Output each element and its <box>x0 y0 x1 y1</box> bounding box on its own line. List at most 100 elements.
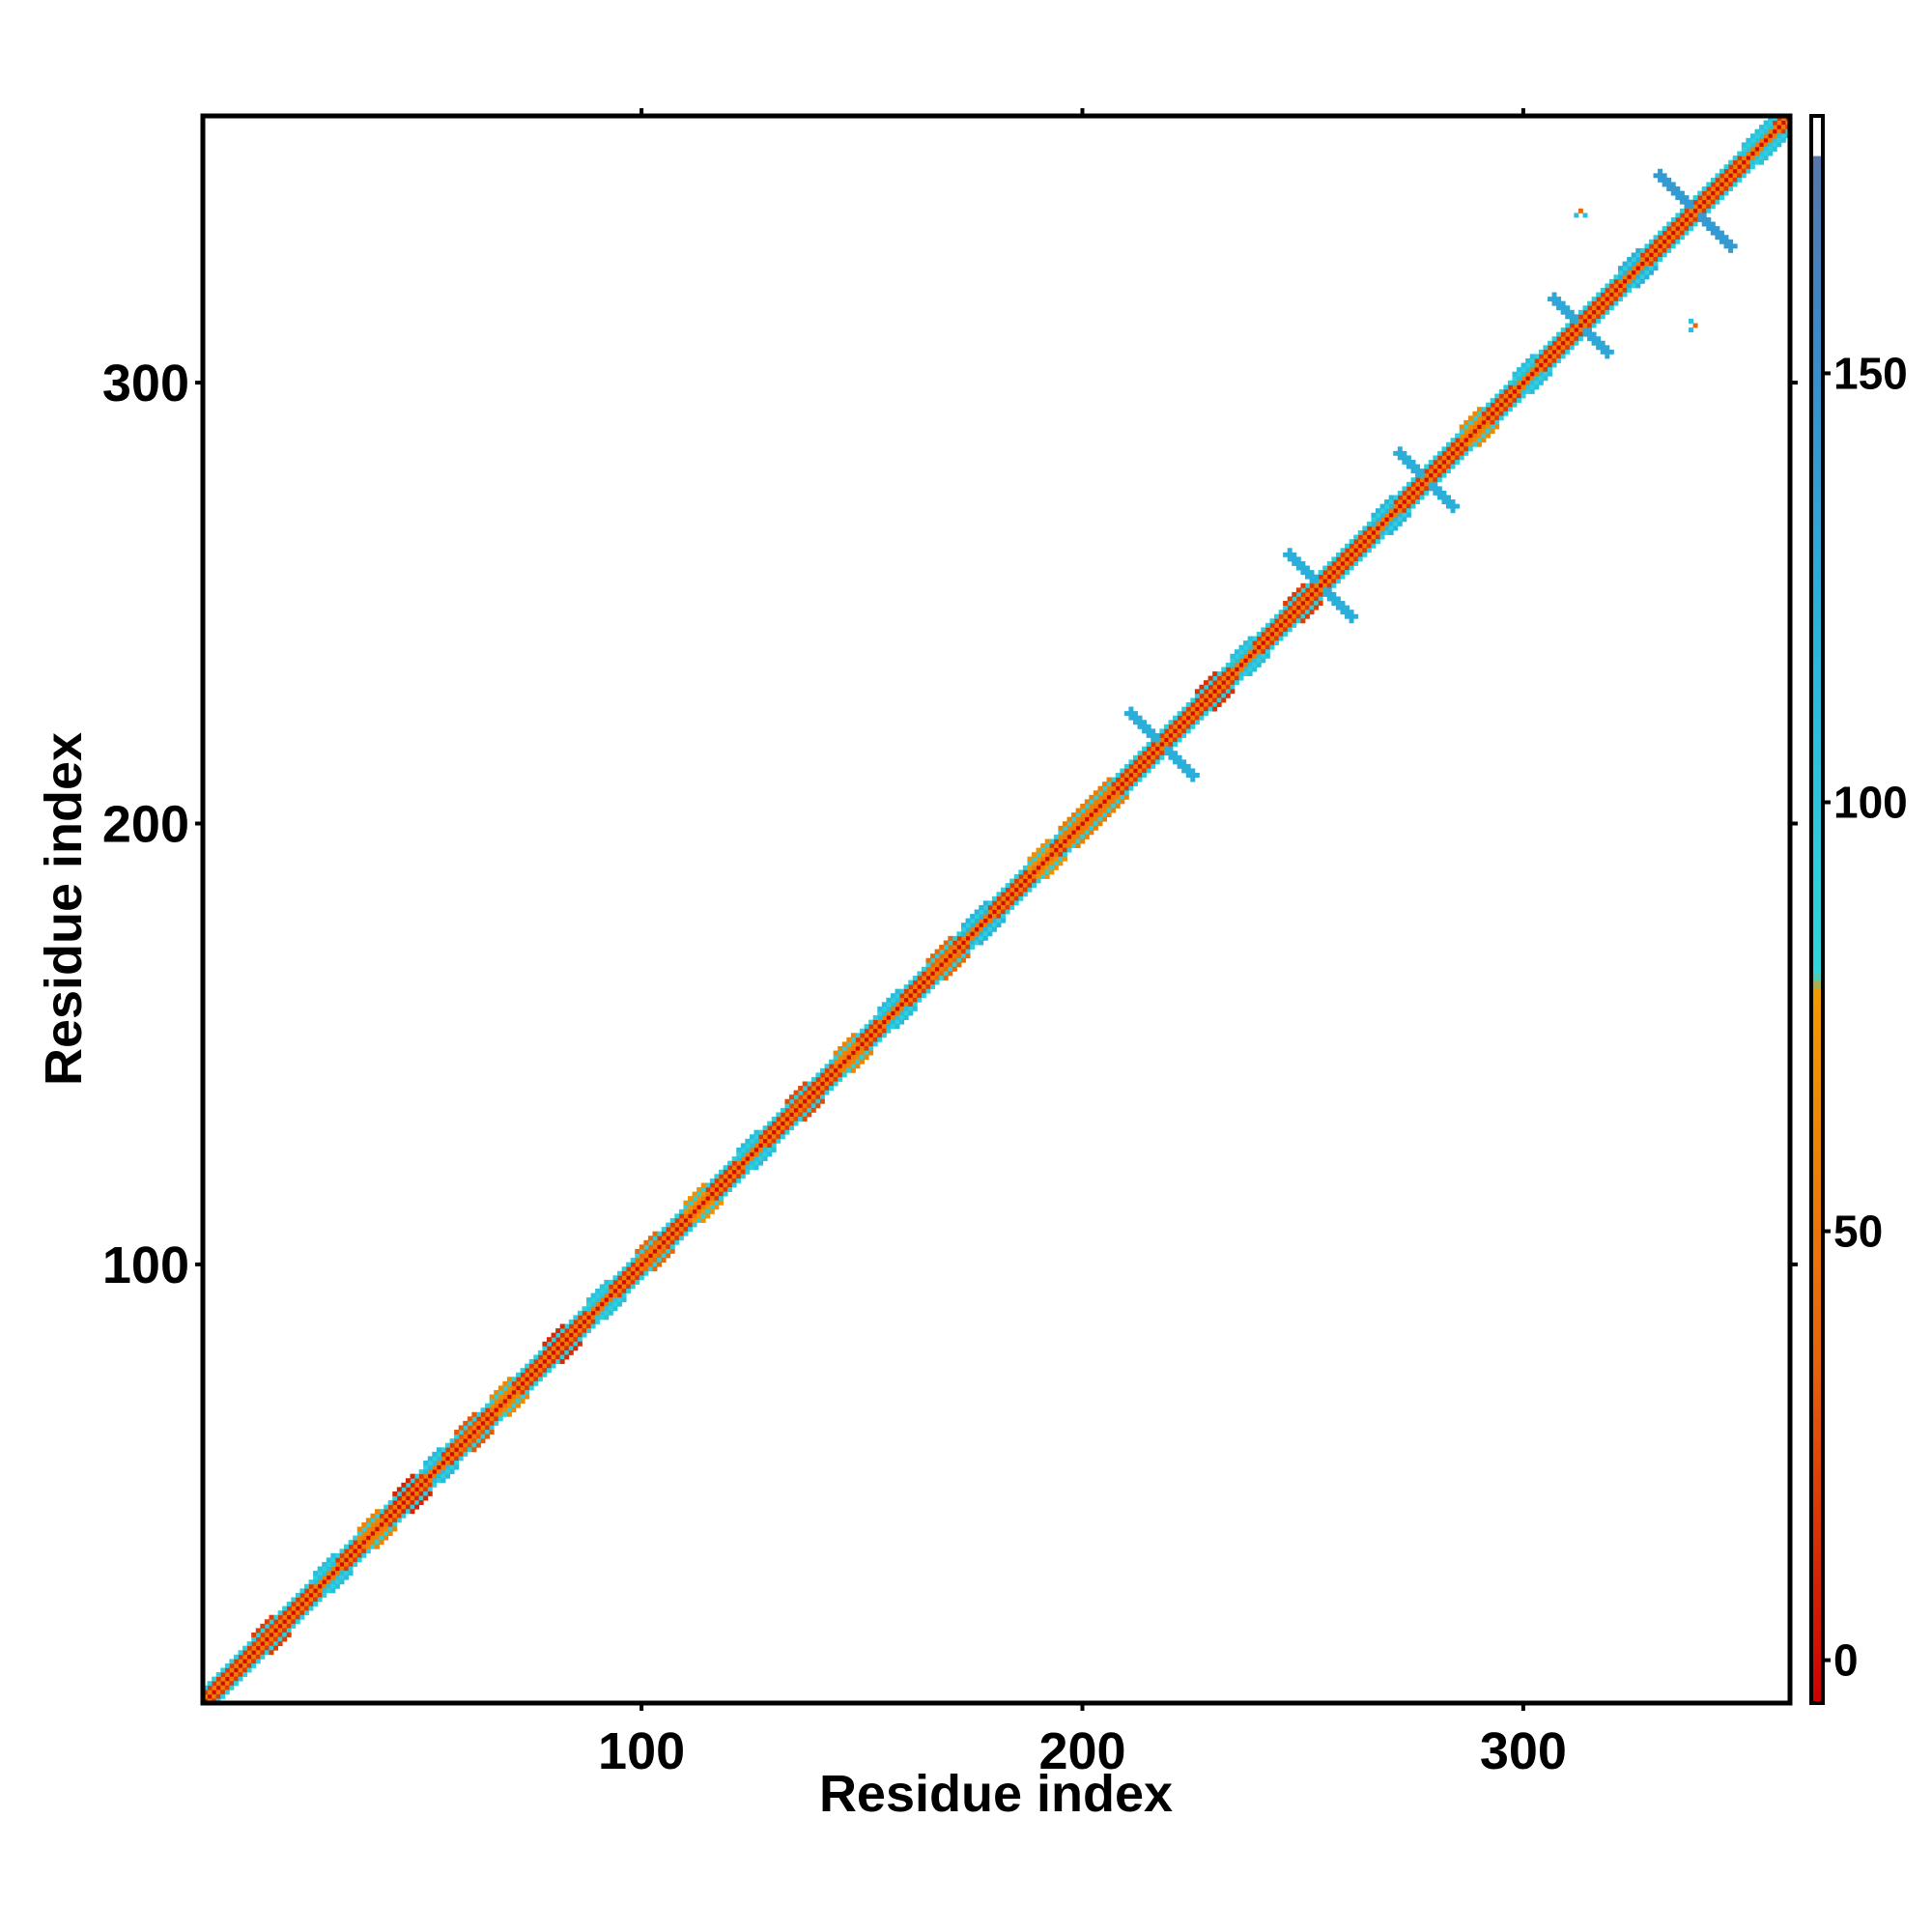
heatmap-cell <box>1582 331 1588 337</box>
heatmap-cell <box>1075 825 1081 831</box>
heatmap-cell <box>322 1592 327 1598</box>
heatmap-cell <box>427 1460 433 1465</box>
colorbar-segment <box>1812 433 1822 442</box>
heatmap-cell <box>1476 407 1482 412</box>
heatmap-cell <box>396 1495 402 1501</box>
heatmap-cell <box>1120 768 1125 774</box>
heatmap-cell <box>1058 861 1064 867</box>
heatmap-cell <box>899 1006 905 1011</box>
heatmap-cell <box>423 1478 429 1484</box>
heatmap-cell <box>1507 393 1513 399</box>
heatmap-cell <box>1137 759 1143 765</box>
heatmap-cell <box>1397 503 1403 509</box>
heatmap-cell <box>1106 812 1112 818</box>
heatmap-cell <box>824 1081 830 1087</box>
heatmap-cell <box>1185 724 1191 729</box>
heatmap-cell <box>387 1509 393 1515</box>
heatmap-cell <box>771 1117 777 1122</box>
heatmap-cell <box>475 1438 481 1444</box>
heatmap-cell <box>238 1676 243 1682</box>
heatmap-cell <box>1476 415 1482 421</box>
heatmap-cell <box>418 1469 424 1475</box>
heatmap-cell <box>291 1610 297 1616</box>
heatmap-cell <box>612 1301 618 1307</box>
heatmap-cell <box>877 1033 883 1038</box>
heatmap-cell <box>516 1403 521 1408</box>
heatmap-cell <box>833 1055 838 1061</box>
heatmap-cell <box>365 1521 371 1527</box>
heatmap-cell <box>1472 433 1478 439</box>
heatmap-cell <box>1216 697 1222 703</box>
heatmap-cell <box>1737 156 1743 161</box>
heatmap-cell <box>1128 777 1134 782</box>
heatmap-cell <box>784 1107 790 1113</box>
heatmap-cell <box>1679 235 1685 241</box>
heatmap-cell <box>427 1464 433 1470</box>
heatmap-cell <box>348 1566 354 1572</box>
heatmap-cell <box>1455 503 1461 509</box>
heatmap-cell <box>1243 640 1249 646</box>
colorbar-segment <box>1812 1131 1822 1141</box>
heatmap-cell <box>220 1676 226 1682</box>
heatmap-cell <box>692 1191 697 1197</box>
heatmap-cell <box>1089 803 1094 809</box>
heatmap-cell <box>635 1258 640 1264</box>
heatmap-cell <box>436 1460 441 1465</box>
heatmap-cell <box>427 1478 433 1484</box>
heatmap-cell <box>1701 186 1707 191</box>
heatmap-cell <box>313 1592 319 1598</box>
heatmap-cell <box>807 1086 812 1092</box>
colorbar-segment <box>1812 1274 1822 1284</box>
heatmap-cell <box>1719 230 1724 236</box>
heatmap-cell <box>1066 830 1072 836</box>
colorbar-segment <box>1812 1489 1822 1497</box>
heatmap-cell <box>1520 376 1526 382</box>
heatmap-cell <box>621 1279 627 1285</box>
heatmap-cell <box>1366 543 1372 549</box>
heatmap-cell <box>595 1310 601 1316</box>
heatmap-cell <box>489 1399 495 1405</box>
heatmap-cell <box>895 1019 900 1025</box>
heatmap-cell <box>392 1513 398 1519</box>
heatmap-cell <box>1111 808 1117 813</box>
colorbar-segment <box>1812 1107 1822 1117</box>
heatmap-cell <box>1353 552 1359 557</box>
heatmap-cell <box>475 1425 481 1431</box>
heatmap-cell <box>475 1420 481 1426</box>
heatmap-cell <box>497 1394 503 1400</box>
heatmap-cell <box>1322 565 1328 571</box>
heatmap-cell <box>626 1288 632 1293</box>
heatmap-cell <box>749 1147 754 1152</box>
heatmap-cell <box>718 1200 724 1206</box>
heatmap-cell <box>1622 278 1628 284</box>
heatmap-cell <box>559 1354 565 1360</box>
heatmap-cell <box>1715 199 1720 205</box>
heatmap-cell <box>1723 177 1729 183</box>
heatmap-cell <box>1331 574 1337 580</box>
heatmap-cell <box>652 1253 658 1259</box>
heatmap-cell <box>299 1588 305 1594</box>
heatmap-cell <box>1627 257 1633 262</box>
heatmap-cell <box>1591 314 1597 320</box>
heatmap-cell <box>273 1645 278 1651</box>
heatmap-cell <box>392 1504 398 1510</box>
heatmap-cell <box>322 1579 327 1585</box>
heatmap-cell <box>207 1690 213 1695</box>
heatmap-cell <box>771 1138 777 1144</box>
heatmap-cell <box>1120 785 1125 791</box>
heatmap-cell <box>1706 195 1712 201</box>
heatmap-cell <box>1371 521 1377 526</box>
heatmap-cell <box>1005 892 1010 897</box>
heatmap-cell <box>1269 640 1275 646</box>
heatmap-cell <box>1353 539 1359 545</box>
heatmap-cell <box>356 1544 362 1549</box>
heatmap-cell <box>299 1597 305 1603</box>
heatmap-cell <box>1018 869 1024 875</box>
heatmap-cell <box>1264 653 1270 659</box>
heatmap-cell <box>1234 680 1239 686</box>
heatmap-cell <box>1710 186 1716 191</box>
heatmap-cell <box>308 1588 314 1594</box>
heatmap-cell <box>1326 570 1332 576</box>
heatmap-cell <box>286 1623 292 1629</box>
heatmap-cell <box>255 1645 261 1651</box>
